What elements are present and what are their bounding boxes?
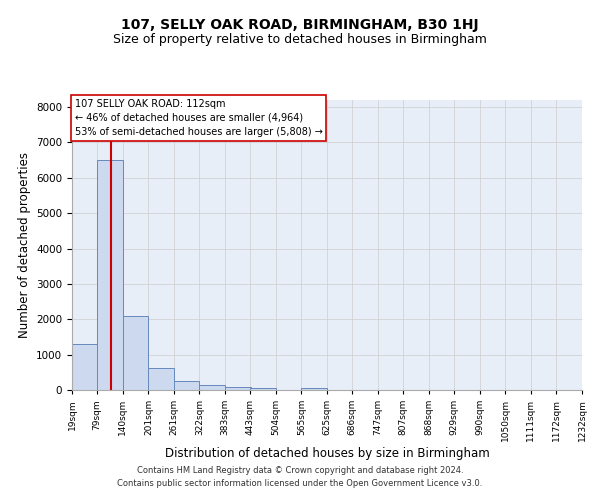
- Bar: [97, 160, 123, 390]
- X-axis label: Distribution of detached houses by size in Birmingham: Distribution of detached houses by size …: [164, 446, 490, 460]
- Bar: [250, 388, 276, 390]
- Bar: [225, 387, 251, 390]
- Bar: [199, 386, 225, 390]
- Bar: [123, 316, 148, 390]
- Text: 107, SELLY OAK ROAD, BIRMINGHAM, B30 1HJ: 107, SELLY OAK ROAD, BIRMINGHAM, B30 1HJ: [121, 18, 479, 32]
- Text: 107 SELLY OAK ROAD: 112sqm
← 46% of detached houses are smaller (4,964)
53% of s: 107 SELLY OAK ROAD: 112sqm ← 46% of deta…: [74, 98, 322, 136]
- Bar: [301, 388, 327, 390]
- Bar: [72, 344, 98, 390]
- Text: Contains HM Land Registry data © Crown copyright and database right 2024.
Contai: Contains HM Land Registry data © Crown c…: [118, 466, 482, 487]
- Y-axis label: Number of detached properties: Number of detached properties: [17, 152, 31, 338]
- Bar: [148, 368, 174, 390]
- Bar: [173, 381, 199, 390]
- Text: Size of property relative to detached houses in Birmingham: Size of property relative to detached ho…: [113, 32, 487, 46]
